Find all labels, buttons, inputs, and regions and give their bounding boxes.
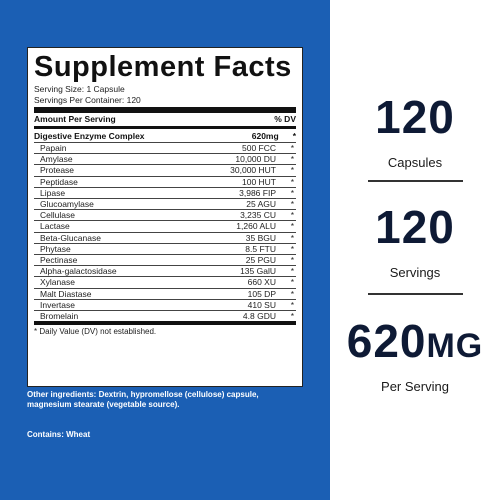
ingredient-dv: * <box>290 277 294 288</box>
ingredient-name: Lactase <box>40 221 70 232</box>
ingredient-dv: * <box>290 288 294 299</box>
stat-label: Per Serving <box>381 379 449 394</box>
dv-header: % DV <box>274 114 296 124</box>
stat-value: 120 <box>375 91 455 143</box>
ingredient-amount: 30,000 HUT <box>230 165 276 176</box>
ingredient-name: Cellulase <box>40 210 75 221</box>
ingredient-row: Xylanase 660 XU * <box>34 276 296 287</box>
complex-dv: * <box>292 131 296 141</box>
ingredient-row: Peptidase 100 HUT * <box>34 175 296 187</box>
ingredient-name: Bromelain <box>40 311 79 322</box>
ingredient-row: Protease 30,000 HUT * <box>34 164 296 175</box>
ingredient-dv: * <box>290 311 294 322</box>
stat-capsules: 120 Capsules <box>330 92 500 170</box>
servings-per-container: Servings Per Container: 120 <box>34 94 141 105</box>
ingredient-name: Pectinase <box>40 255 78 266</box>
stat-divider <box>368 293 463 295</box>
ingredient-row: Lactase 1,260 ALU * <box>34 220 296 231</box>
ingredient-row: Beta-Glucanase 35 BGU * <box>34 231 296 243</box>
ingredient-name: Amylase <box>40 154 73 165</box>
ingredient-name: Beta-Glucanase <box>40 232 101 243</box>
ingredient-row: Papain 500 FCC * <box>34 142 296 153</box>
ingredient-dv: * <box>290 143 294 153</box>
ingredient-dv: * <box>290 232 294 243</box>
ingredient-amount: 100 HUT <box>241 176 276 187</box>
ingredient-amount: 10,000 DU <box>235 154 276 165</box>
ingredient-dv: * <box>290 199 294 210</box>
complex-row: Digestive Enzyme Complex 620mg * <box>34 130 296 142</box>
other-ingredients: Other ingredients: Dextrin, hypromellose… <box>27 390 259 409</box>
stat-per-serving: 620MG Per Serving <box>330 316 500 394</box>
supplement-facts-label: Supplement Facts Serving Size: 1 Capsule… <box>27 47 303 387</box>
ingredient-name: Lipase <box>40 187 66 198</box>
ingredient-amount: 3,235 CU <box>240 210 276 221</box>
ingredient-amount: 410 SU <box>247 299 276 310</box>
ingredient-row: Invertase 410 SU * <box>34 298 296 310</box>
ingredient-amount: 8.5 FTU <box>245 243 276 254</box>
stat-value: 620MG <box>346 315 484 367</box>
complex-name: Digestive Enzyme Complex <box>34 131 145 141</box>
dv-footnote: * Daily Value (DV) not established. <box>34 327 157 337</box>
ingredient-dv: * <box>290 299 294 310</box>
ingredient-row: Cellulase 3,235 CU * <box>34 209 296 220</box>
ingredient-row: Pectinase 25 PGU * <box>34 254 296 265</box>
medium-divider <box>34 126 296 129</box>
ingredient-amount: 25 PGU <box>245 255 276 266</box>
ingredient-amount: 4.8 GDU <box>242 311 276 322</box>
serving-size: Serving Size: 1 Capsule <box>34 84 125 94</box>
ingredient-dv: * <box>290 266 294 277</box>
ingredient-row: Amylase 10,000 DU * <box>34 153 296 164</box>
ingredient-row: Malt Diastase 105 DP * <box>34 287 296 299</box>
ingredient-amount: 35 BGU <box>245 232 276 243</box>
ingredient-dv: * <box>290 187 294 198</box>
ingredient-name: Glucoamylase <box>40 199 94 210</box>
ingredient-amount: 105 DP <box>247 288 276 299</box>
ingredient-amount: 660 XU <box>247 277 276 288</box>
stat-servings: 120 Servings <box>330 202 500 280</box>
ingredient-dv: * <box>290 221 294 232</box>
ingredient-name: Phytase <box>40 243 71 254</box>
ingredient-row: Alpha-galactosidase 135 GalU * <box>34 265 296 276</box>
bottom-divider <box>34 321 296 326</box>
label-title: Supplement Facts <box>34 51 292 83</box>
ingredient-dv: * <box>290 154 294 165</box>
stat-divider <box>368 180 463 182</box>
ingredient-amount: 1,260 ALU <box>236 221 276 232</box>
ingredient-rows: Papain 500 FCC * Amylase 10,000 DU * Protease 3… <box>34 142 296 321</box>
ingredient-name: Alpha-galactosidase <box>40 266 117 277</box>
stat-label: Servings <box>389 265 441 280</box>
amount-header: Amount Per Serving <box>34 114 116 124</box>
ingredient-name: Protease <box>40 165 75 176</box>
ingredient-amount: 135 GalU <box>240 266 276 277</box>
ingredient-name: Xylanase <box>40 277 75 288</box>
ingredient-row: Glucoamylase 25 AGU * <box>34 198 296 209</box>
ingredient-row: Lipase 3,986 FIP * <box>34 186 296 198</box>
ingredient-name: Papain <box>40 143 67 153</box>
ingredient-name: Invertase <box>40 299 75 310</box>
ingredient-dv: * <box>290 243 294 254</box>
ingredient-dv: * <box>290 176 294 187</box>
stat-value: 120 <box>375 201 455 253</box>
ingredient-dv: * <box>290 165 294 176</box>
ingredient-dv: * <box>290 210 294 221</box>
thick-divider <box>34 107 296 113</box>
ingredient-dv: * <box>290 255 294 266</box>
amount-header-row: Amount Per Serving % DV <box>34 114 296 125</box>
ingredient-row: Phytase 8.5 FTU * <box>34 242 296 254</box>
ingredient-name: Peptidase <box>40 176 78 187</box>
allergen-contains: Contains: Wheat <box>27 430 91 439</box>
complex-amount: 620mg <box>251 131 279 141</box>
stat-label: Capsules <box>387 155 443 170</box>
ingredient-amount: 25 AGU <box>246 199 276 210</box>
ingredient-amount: 3,986 FIP <box>239 187 276 198</box>
ingredient-name: Malt Diastase <box>40 288 92 299</box>
ingredient-amount: 500 FCC <box>241 143 276 153</box>
ingredient-row: Bromelain 4.8 GDU * <box>34 310 296 321</box>
